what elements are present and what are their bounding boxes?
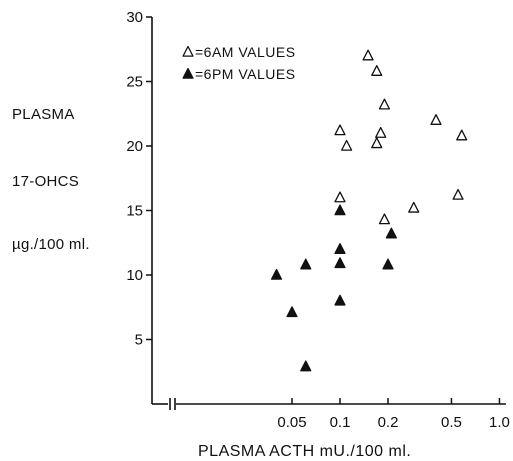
x-tick-label: 0.1 xyxy=(330,414,351,431)
x-tick-label: 0.05 xyxy=(277,414,306,431)
data-point-6am xyxy=(375,126,387,138)
y-tick-label: 25 xyxy=(126,74,143,91)
data-point-6pm xyxy=(385,227,397,239)
data-point-6am xyxy=(362,49,374,61)
data-point-6am xyxy=(456,129,468,141)
x-tick-label: 0.5 xyxy=(441,414,462,431)
legend-marker-6am xyxy=(182,45,194,57)
data-point-6am xyxy=(334,124,346,136)
data-point-6pm xyxy=(334,204,346,216)
legend-marker-6pm xyxy=(182,67,194,79)
x-tick-label: 0.2 xyxy=(378,414,399,431)
data-points xyxy=(270,49,468,372)
data-point-6pm xyxy=(300,258,312,270)
data-point-6am xyxy=(408,201,420,213)
y-tick-label: 20 xyxy=(126,138,143,155)
data-point-6am xyxy=(371,65,383,76)
data-point-6pm xyxy=(334,257,346,269)
legend-label-6am: =6AM VALUES xyxy=(195,44,296,60)
data-point-6pm xyxy=(300,360,312,372)
y-axis-label-line-1: PLASMA xyxy=(12,106,75,123)
data-point-6am xyxy=(378,213,391,225)
y-axis-label-line-3: µg./100 ml. xyxy=(12,236,90,253)
data-point-6am xyxy=(371,137,383,149)
y-tick-label: 30 xyxy=(126,9,143,26)
y-tick-label: 10 xyxy=(126,267,143,284)
data-point-6pm xyxy=(382,258,394,270)
data-point-6pm xyxy=(334,243,346,254)
data-point-6am xyxy=(452,188,464,200)
y-tick-label: 5 xyxy=(135,332,143,349)
axes: 5 10 15 20 25 30 0.05 0.1 0.2 0.5 1.0 PLASMA ACTH m… xyxy=(126,9,510,460)
data-point-6am xyxy=(430,114,442,125)
x-tick-label: 1.0 xyxy=(489,414,510,431)
data-point-6pm xyxy=(286,306,298,318)
data-point-6am xyxy=(378,98,391,110)
legend: =6AM VALUES =6PM VALUES xyxy=(182,44,296,82)
x-axis-title: PLASMA ACTH mU./100 ml. xyxy=(198,443,411,460)
y-tick-label: 15 xyxy=(126,203,143,220)
data-point-6am xyxy=(334,191,346,203)
data-point-6pm xyxy=(270,268,283,280)
data-point-6am xyxy=(341,139,353,151)
y-axis-label-line-2: 17-OHCS xyxy=(12,173,80,190)
data-point-6pm xyxy=(334,294,346,306)
legend-label-6pm: =6PM VALUES xyxy=(195,66,296,82)
